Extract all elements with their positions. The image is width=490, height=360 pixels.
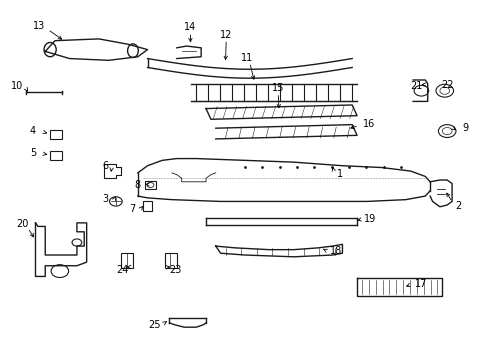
Text: 19: 19 xyxy=(364,214,376,224)
Text: 14: 14 xyxy=(184,22,196,32)
Text: 12: 12 xyxy=(220,30,233,40)
FancyBboxPatch shape xyxy=(165,253,177,267)
Text: 21: 21 xyxy=(410,81,422,91)
Text: 2: 2 xyxy=(455,201,461,211)
Text: 15: 15 xyxy=(271,83,284,93)
FancyBboxPatch shape xyxy=(50,152,62,160)
FancyBboxPatch shape xyxy=(50,130,62,139)
Text: 5: 5 xyxy=(30,148,36,158)
Text: 10: 10 xyxy=(11,81,24,91)
Text: 3: 3 xyxy=(102,194,108,204)
Text: 17: 17 xyxy=(415,279,428,289)
Text: 8: 8 xyxy=(135,180,141,190)
Text: 16: 16 xyxy=(363,119,375,129)
Text: 13: 13 xyxy=(33,21,46,31)
Text: 23: 23 xyxy=(169,265,181,275)
Text: 22: 22 xyxy=(441,80,454,90)
Text: 6: 6 xyxy=(102,161,108,171)
Text: 1: 1 xyxy=(337,169,343,179)
Text: 25: 25 xyxy=(148,320,161,330)
Text: 4: 4 xyxy=(30,126,36,136)
Text: 9: 9 xyxy=(462,123,468,133)
Text: 18: 18 xyxy=(330,247,342,256)
FancyBboxPatch shape xyxy=(145,181,156,189)
Text: 20: 20 xyxy=(16,219,28,229)
Text: 11: 11 xyxy=(241,53,253,63)
FancyBboxPatch shape xyxy=(121,253,133,267)
FancyBboxPatch shape xyxy=(143,202,152,211)
Text: 24: 24 xyxy=(116,265,128,275)
Text: 7: 7 xyxy=(129,203,135,213)
